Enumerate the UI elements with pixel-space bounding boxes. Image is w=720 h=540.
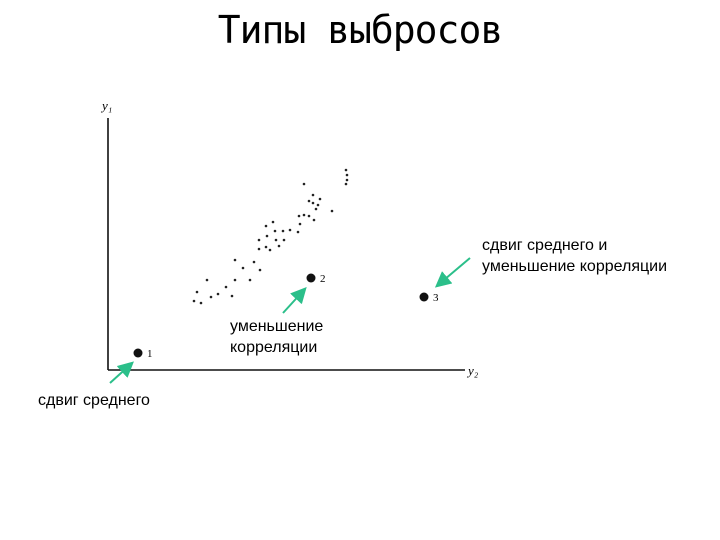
- slide-title: Типы выбросов: [217, 8, 503, 52]
- cloud-point: [344, 182, 348, 186]
- cloud-point: [195, 290, 199, 294]
- cloud-point: [224, 285, 228, 289]
- cloud-point: [257, 238, 261, 242]
- cloud-point: [264, 245, 268, 249]
- cloud-point: [257, 247, 261, 251]
- annotation-line: уменьшение: [230, 318, 324, 335]
- cloud-point: [312, 218, 316, 222]
- cloud-point: [273, 229, 277, 233]
- cloud-point: [314, 207, 318, 211]
- outlier-point-2: [306, 273, 316, 283]
- cloud-point: [277, 244, 281, 248]
- cloud-point: [302, 182, 306, 186]
- cloud-point: [233, 258, 237, 262]
- cloud-point: [264, 224, 268, 228]
- annotation-mean-shift: сдвиг среднего: [38, 392, 150, 409]
- cloud-point: [281, 229, 285, 233]
- cloud-point: [302, 213, 306, 217]
- arrow-to-outlier-1: [109, 361, 134, 384]
- outlier-point-1: [133, 348, 143, 358]
- cloud-point: [297, 214, 301, 218]
- cloud-point: [307, 214, 311, 218]
- annotation-line: корреляции: [230, 339, 318, 356]
- cloud-point: [318, 197, 322, 201]
- cloud-point: [248, 278, 252, 282]
- cloud-point: [344, 168, 348, 172]
- cloud-point: [230, 294, 234, 298]
- cloud-point: [209, 295, 213, 299]
- cloud-point: [345, 173, 349, 177]
- cloud-point: [311, 201, 315, 205]
- cloud-point: [192, 299, 196, 303]
- cloud-point: [296, 230, 300, 234]
- cloud-point: [199, 301, 203, 305]
- annotation-line: сдвиг среднего и: [482, 237, 608, 254]
- cloud-point: [274, 238, 278, 242]
- cloud-point: [298, 222, 302, 226]
- cloud-point: [282, 238, 286, 242]
- x-axis-label: y₂: [466, 363, 479, 378]
- cloud-point: [311, 193, 315, 197]
- cloud-point: [345, 178, 349, 182]
- cloud-point: [241, 266, 245, 270]
- arrow-to-outlier-2: [282, 287, 307, 314]
- cloud-point: [330, 209, 334, 213]
- outlier-label-1: 1: [147, 348, 153, 360]
- outlier-label-2: 2: [320, 273, 326, 285]
- cloud-point: [205, 278, 209, 282]
- cloud-point: [216, 292, 220, 296]
- annotation-corr-reduction: уменьшение корреляции: [230, 316, 323, 358]
- cloud-point: [271, 220, 275, 224]
- cloud-point: [258, 268, 262, 272]
- cloud-point: [252, 260, 256, 264]
- cloud-point: [316, 203, 320, 207]
- annotation-line: уменьшение корреляции: [482, 258, 668, 275]
- arrow-to-outlier-3: [434, 257, 471, 288]
- cloud-point: [288, 228, 292, 232]
- outlier-point-3: [419, 292, 429, 302]
- data-cloud: [192, 168, 349, 305]
- cloud-point: [265, 234, 269, 238]
- outlier-label-3: 3: [433, 292, 439, 304]
- annotation-mean-shift-and-corr: сдвиг среднего и уменьшение корреляции: [482, 235, 667, 277]
- cloud-point: [233, 278, 237, 282]
- cloud-point: [307, 199, 311, 203]
- cloud-point: [268, 248, 272, 252]
- y-axis-label: y₁: [100, 98, 112, 113]
